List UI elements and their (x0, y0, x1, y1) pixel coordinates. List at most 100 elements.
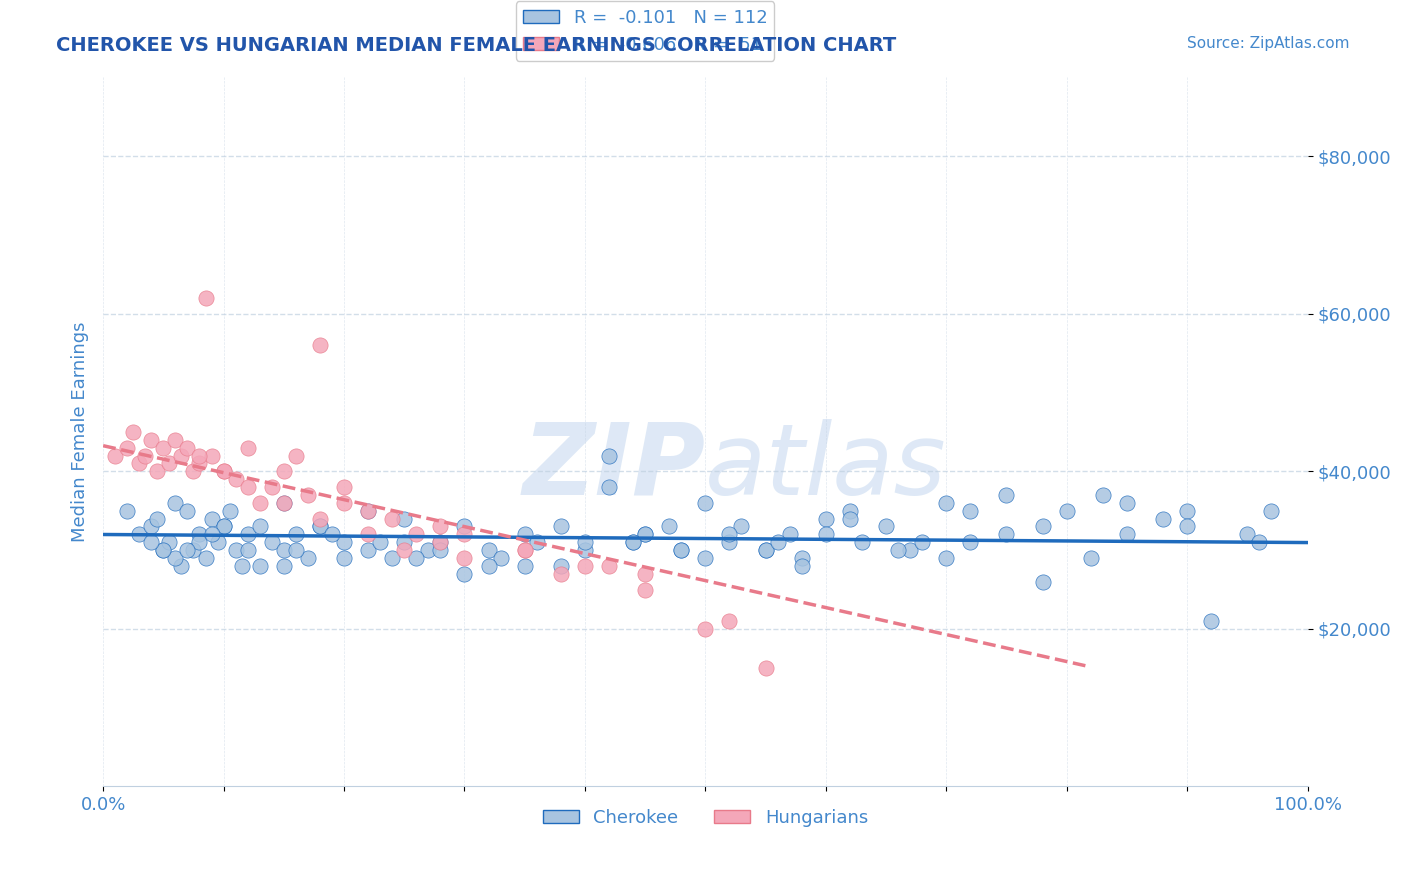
Point (718, 614, 741, 628)
Point (671, 543, 693, 558)
Point (429, 519, 451, 533)
Point (273, 496, 295, 510)
Text: atlas: atlas (706, 419, 948, 516)
Point (141, 519, 163, 533)
Point (695, 622, 717, 636)
Point (146, 511, 169, 525)
Point (911, 535, 934, 549)
Point (898, 543, 921, 558)
Point (418, 543, 440, 558)
Point (838, 511, 860, 525)
Point (236, 543, 259, 558)
Point (141, 535, 163, 549)
Point (718, 535, 741, 549)
Point (236, 527, 259, 541)
Point (995, 527, 1018, 541)
Point (1199, 614, 1222, 628)
Point (1091, 488, 1114, 502)
Point (188, 535, 211, 549)
Point (249, 558, 271, 573)
Point (574, 535, 596, 549)
Point (200, 449, 222, 463)
Point (598, 558, 620, 573)
Point (790, 558, 813, 573)
Point (128, 457, 150, 471)
Point (183, 464, 205, 478)
Point (887, 543, 910, 558)
Point (754, 543, 776, 558)
Point (170, 558, 193, 573)
Point (550, 566, 572, 581)
Point (333, 551, 356, 566)
Point (333, 496, 356, 510)
Point (550, 558, 572, 573)
Point (284, 543, 307, 558)
Point (1115, 527, 1137, 541)
Point (598, 480, 620, 494)
Point (122, 425, 145, 439)
Point (513, 558, 536, 573)
Point (766, 535, 789, 549)
Point (157, 535, 180, 549)
Point (146, 464, 169, 478)
Point (273, 464, 295, 478)
Point (212, 464, 235, 478)
Point (321, 527, 343, 541)
Point (1175, 519, 1198, 533)
Point (273, 496, 295, 510)
Point (176, 543, 198, 558)
Point (995, 488, 1018, 502)
Point (634, 527, 657, 541)
Point (526, 535, 548, 549)
Point (183, 543, 205, 558)
Point (200, 527, 222, 541)
Point (225, 472, 247, 486)
Point (152, 441, 174, 455)
Point (357, 543, 380, 558)
Point (231, 558, 253, 573)
Point (790, 551, 813, 566)
Point (152, 543, 174, 558)
Point (658, 519, 681, 533)
Point (429, 543, 451, 558)
Point (1032, 574, 1054, 589)
Point (309, 519, 332, 533)
Point (1056, 504, 1078, 518)
Point (176, 441, 198, 455)
Point (176, 504, 198, 518)
Point (170, 449, 193, 463)
Point (273, 558, 295, 573)
Point (730, 519, 752, 533)
Point (309, 511, 332, 525)
Point (453, 519, 475, 533)
Y-axis label: Median Female Earnings: Median Female Earnings (72, 322, 89, 542)
Point (260, 535, 283, 549)
Point (453, 566, 475, 581)
Point (188, 527, 211, 541)
Point (621, 535, 644, 549)
Point (838, 504, 860, 518)
Point (851, 535, 873, 549)
Point (218, 504, 240, 518)
Point (754, 661, 776, 675)
Point (194, 551, 217, 566)
Point (429, 535, 451, 549)
Point (188, 457, 211, 471)
Point (207, 535, 229, 549)
Point (297, 488, 319, 502)
Point (236, 441, 259, 455)
Point (357, 504, 380, 518)
Point (188, 449, 211, 463)
Point (718, 527, 741, 541)
Point (128, 527, 150, 541)
Point (284, 527, 307, 541)
Point (104, 449, 127, 463)
Point (814, 511, 837, 525)
Point (695, 551, 717, 566)
Point (405, 551, 427, 566)
Point (1175, 504, 1198, 518)
Point (273, 543, 295, 558)
Point (671, 543, 693, 558)
Point (141, 433, 163, 447)
Point (333, 535, 356, 549)
